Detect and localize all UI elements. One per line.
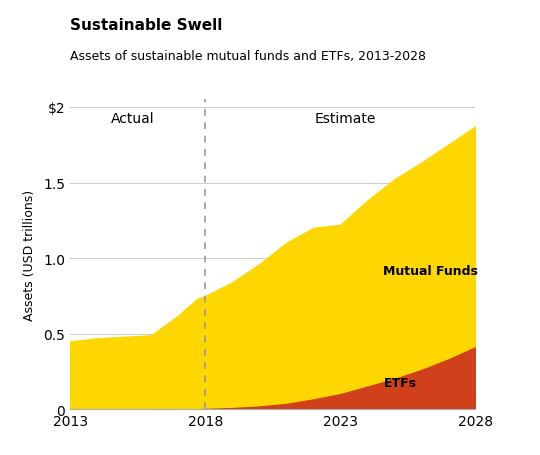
Text: ETFs: ETFs [383, 377, 416, 389]
Y-axis label: Assets (USD trillions): Assets (USD trillions) [23, 189, 36, 320]
Text: Mutual Funds: Mutual Funds [383, 264, 478, 277]
Text: Estimate: Estimate [315, 112, 376, 126]
Text: Actual: Actual [111, 112, 154, 126]
Text: Assets of sustainable mutual funds and ETFs, 2013-2028: Assets of sustainable mutual funds and E… [70, 50, 426, 63]
Text: Sustainable Swell: Sustainable Swell [70, 18, 222, 33]
